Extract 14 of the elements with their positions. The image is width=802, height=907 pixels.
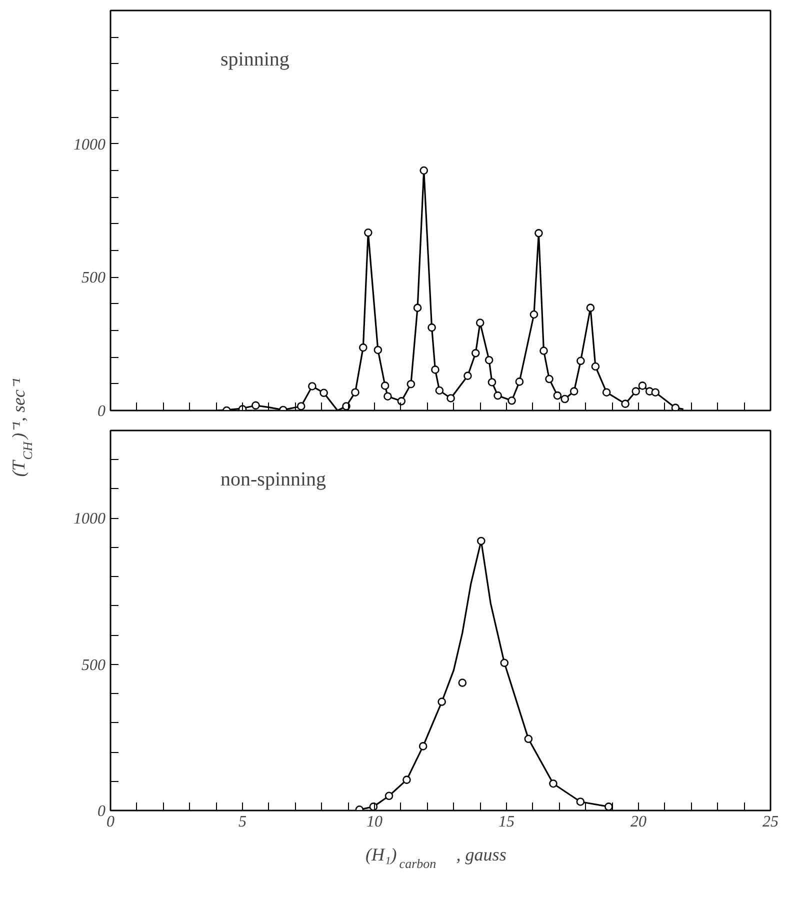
y-tick-label: 0 [98,403,106,420]
annotation: non-spinning [220,468,326,490]
y-tick-label: 1000 [74,136,106,154]
x-tick-label: 20 [630,814,646,830]
y-tick-label: 500 [82,656,106,674]
x-tick-label: 5 [238,814,246,830]
x-tick-label: 25 [762,814,778,830]
x-tick-label: 15 [498,814,514,830]
y-tick-label: 500 [82,270,106,287]
y-tick-label: 1000 [74,510,106,528]
annotation: spinning [220,48,290,70]
y-axis-title: (TCH)⁻¹, sec⁻¹ [8,378,35,477]
y-tick-label: 0 [98,803,106,820]
x-tick-label: 10 [366,814,382,830]
